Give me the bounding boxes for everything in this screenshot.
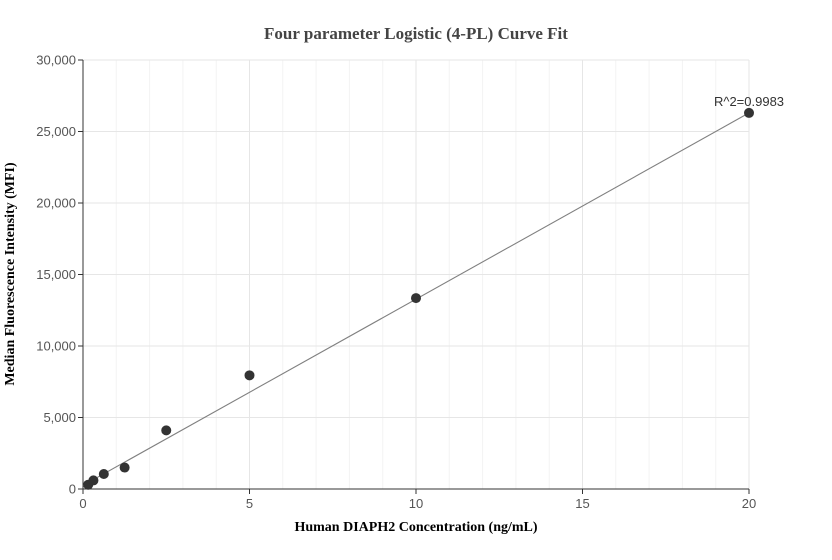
grid-layer (83, 59, 750, 489)
data-point (161, 425, 172, 436)
x-tick-label: 10 (409, 496, 423, 511)
y-axis-title: Median Fluorescence Intensity (MFI) (3, 162, 18, 386)
axes-layer: 0 5 10 15 20 0 5,000 10,000 15,000 20,000 25,000 30… (36, 53, 756, 512)
r-squared-annotation: R^2=0.9983 (714, 94, 784, 109)
x-axis-title: Human DIAPH2 Concentration (ng/mL) (294, 520, 537, 535)
x-tick-label: 20 (742, 496, 756, 511)
data-point (88, 475, 99, 486)
y-tick-label: 10,000 (36, 339, 76, 354)
x-tick-label: 15 (575, 496, 589, 511)
data-point (744, 107, 754, 118)
y-tick-label: 25,000 (36, 124, 76, 139)
points-layer (83, 107, 754, 490)
x-tick-label: 5 (246, 496, 253, 511)
y-tick-label: 30,000 (36, 53, 76, 68)
y-tick-label: 20,000 (36, 196, 76, 211)
data-point (244, 370, 255, 381)
y-tick-label: 5,000 (43, 410, 76, 425)
data-point (119, 462, 130, 473)
data-point (411, 293, 421, 304)
data-point (98, 468, 109, 479)
chart-title: Four parameter Logistic (4-PL) Curve Fit (264, 24, 568, 43)
y-tick-label: 15,000 (36, 267, 76, 282)
x-tick-label: 0 (79, 496, 86, 511)
y-tick-label: 0 (69, 482, 76, 497)
